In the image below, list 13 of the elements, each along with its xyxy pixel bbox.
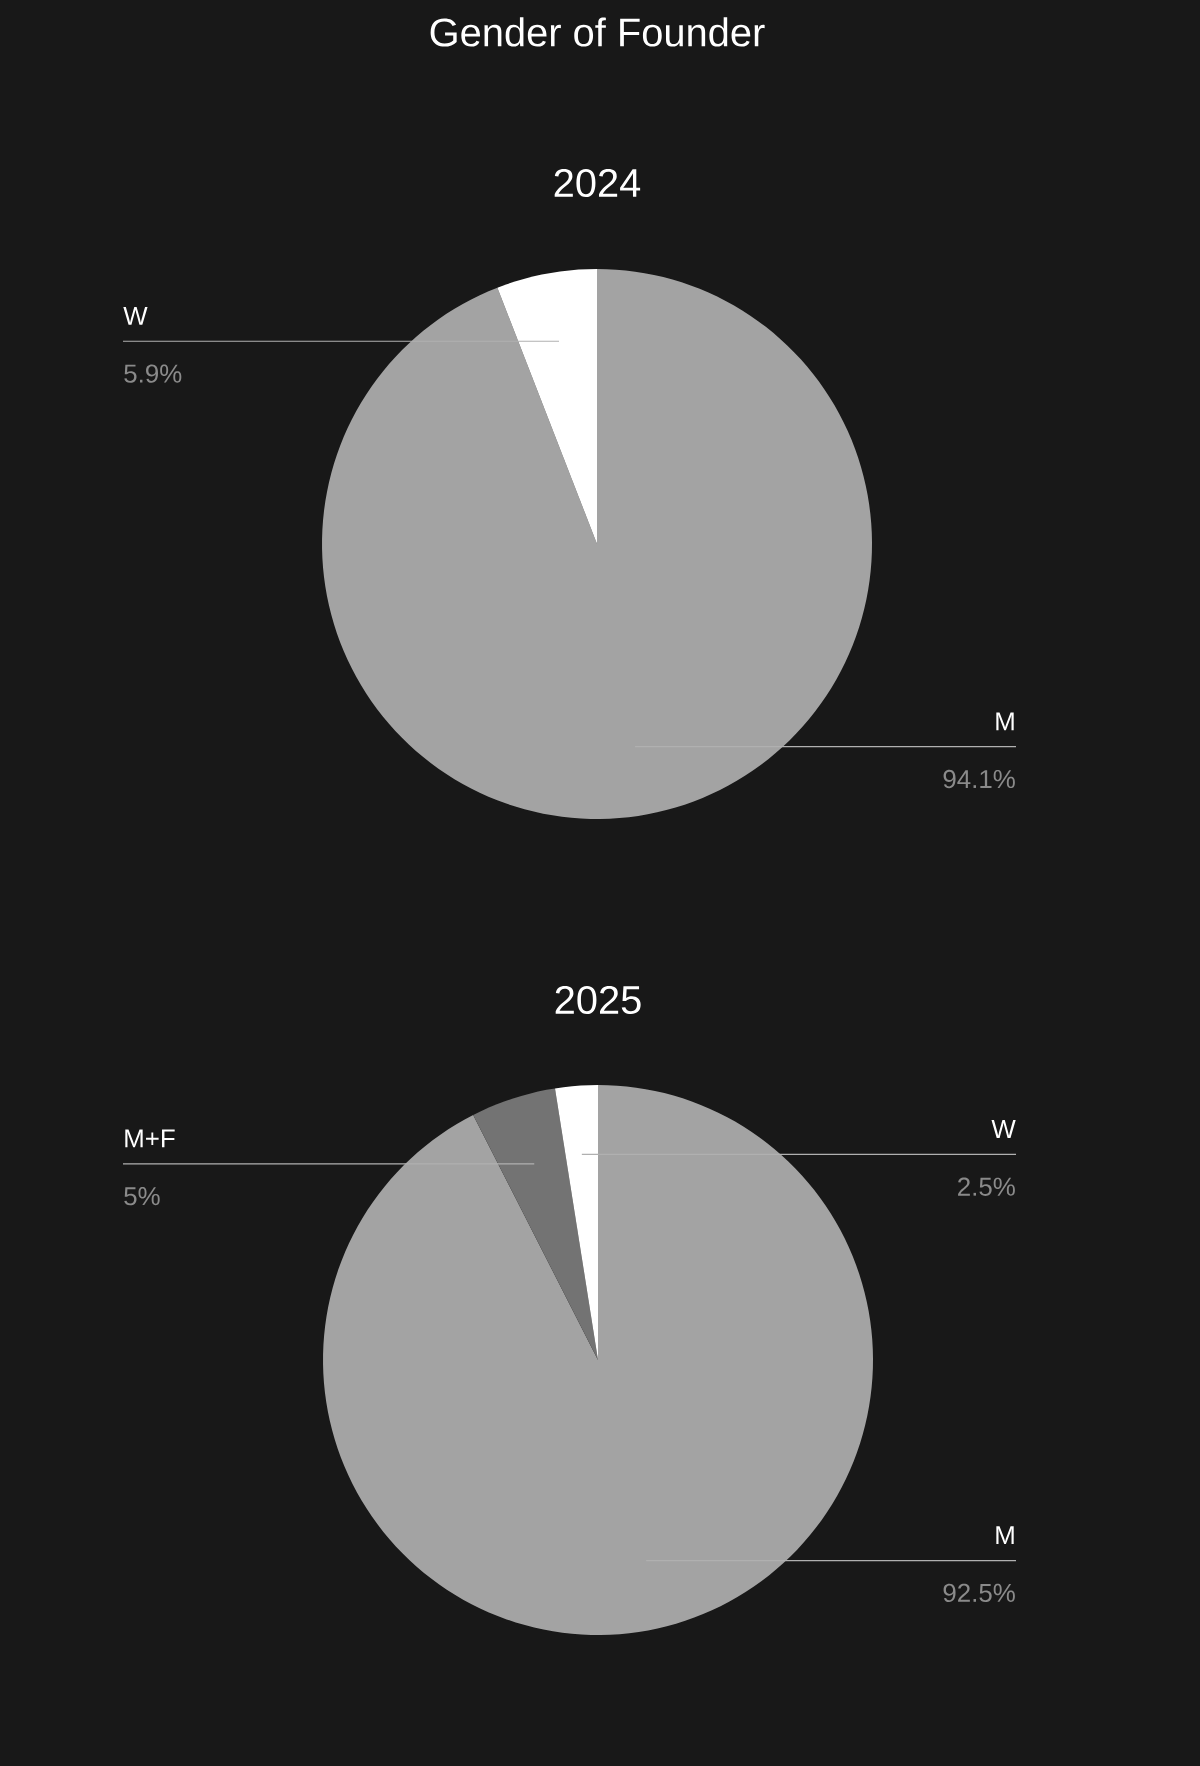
slice-label: W	[991, 1120, 1016, 1138]
chart-title: 2025	[555, 985, 641, 1015]
data-label: 5.9%	[124, 364, 182, 383]
slice-label: M	[996, 1526, 1014, 1545]
data-label: 94.1%	[943, 769, 1015, 789]
slice-label: M+F	[125, 1129, 175, 1148]
data-label: 92.5%	[943, 1583, 1015, 1603]
data-label: 2.5%	[958, 1177, 1015, 1196]
slice-label: M	[996, 712, 1014, 731]
slice-label: W	[123, 306, 148, 325]
chart-subtitle: 2024	[554, 168, 641, 198]
data-label: 5%	[124, 1187, 160, 1206]
chart-title: Gender of Founder	[430, 17, 765, 47]
